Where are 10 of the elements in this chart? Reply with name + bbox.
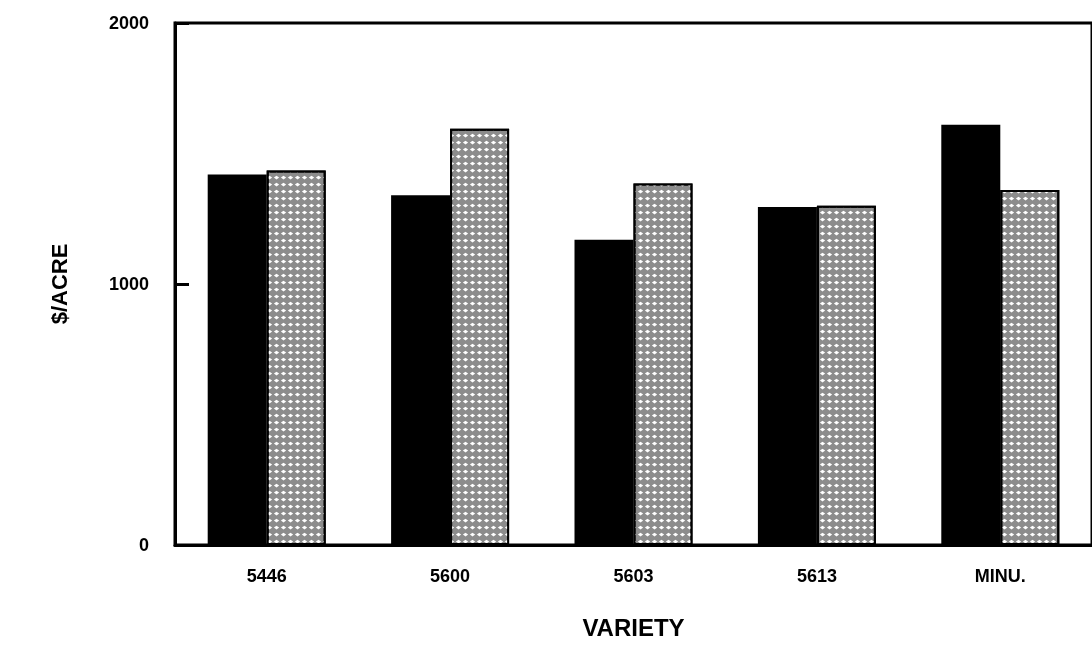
y-axis-title: $/ACRE bbox=[46, 243, 72, 325]
x-axis-title: VARIETY bbox=[582, 613, 685, 641]
y-tick-label: 0 bbox=[138, 535, 149, 555]
x-tick-label: 5600 bbox=[430, 566, 471, 586]
x-tick-label: MINU. bbox=[974, 566, 1026, 586]
x-tick-label: 5603 bbox=[613, 566, 654, 586]
x-tick-label: 5446 bbox=[246, 566, 287, 586]
y-tick-label: 2000 bbox=[108, 13, 149, 33]
y-tick-label: 1000 bbox=[108, 274, 149, 294]
x-tick-label: 5613 bbox=[796, 566, 837, 586]
